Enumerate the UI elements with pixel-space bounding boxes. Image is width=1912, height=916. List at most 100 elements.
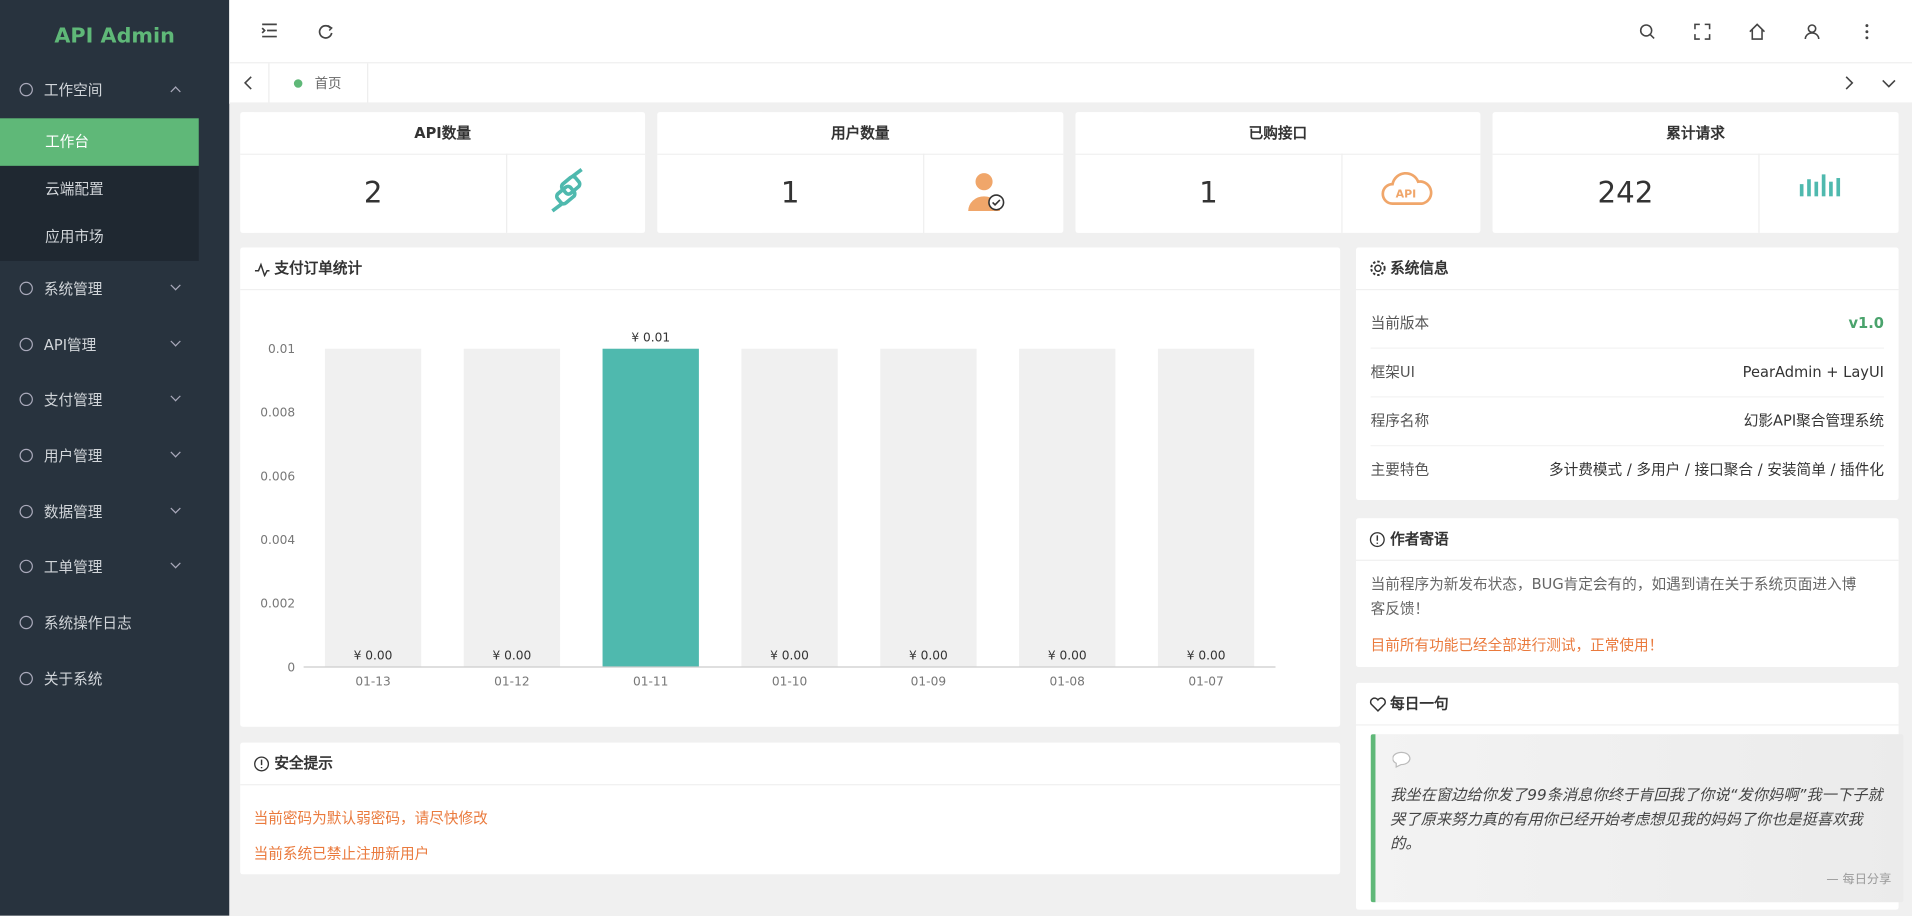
info-key: 框架UI bbox=[1370, 363, 1415, 381]
daily-card: 每日一句 我坐在窗边给你发了99条消息你终于肯回我了你说“发你妈啊”我一下子就哭… bbox=[1355, 682, 1904, 910]
info-value: 幻影API聚合管理系统 bbox=[1743, 412, 1884, 430]
stat-card: API数量 2 bbox=[240, 112, 646, 233]
value-label: ¥ 0.00 bbox=[1187, 649, 1226, 663]
svg-text:API: API bbox=[1396, 188, 1417, 201]
info-key: 主要特色 bbox=[1370, 460, 1430, 479]
tab-bar: 首页 bbox=[229, 63, 1912, 104]
x-tick-label: 01-08 bbox=[1050, 674, 1085, 688]
menu-label: 工作空间 bbox=[43, 81, 103, 99]
tab-next[interactable] bbox=[1841, 76, 1856, 91]
quote-box: 我坐在窗边给你发了99条消息你终于肯回我了你说“发你妈啊”我一下子就哭了原来努力… bbox=[1370, 734, 1904, 903]
menu-item[interactable]: 系统操作日志 bbox=[0, 596, 229, 650]
author-text: 当前程序为新发布状态，BUG肯定会有的，如遇到请在关于系统页面进入博客反馈！ bbox=[1370, 575, 1857, 618]
card-title: 每日一句 bbox=[1390, 695, 1449, 713]
user-button[interactable] bbox=[1803, 23, 1820, 40]
author-card: 作者寄语 当前程序为新发布状态，BUG肯定会有的，如遇到请在关于系统页面进入博客… bbox=[1355, 518, 1899, 668]
info-value: PearAdmin + LayUI bbox=[1742, 363, 1884, 381]
info-icon bbox=[254, 756, 270, 772]
stat-value: 1 bbox=[780, 175, 800, 210]
y-tick-label: 0.01 bbox=[268, 342, 295, 356]
security-card: 安全提示 当前密码为默认弱密码，请尽快修改 当前系统已禁止注册新用户 bbox=[240, 742, 1341, 875]
menu-item[interactable]: API管理 bbox=[0, 318, 229, 372]
submenu: 工作台 云端配置 应用市场 bbox=[0, 118, 199, 261]
chart-card: 支付订单统计 0 0.002 0.004 0.006 0.008 0.01 ¥ 0.00 01… bbox=[240, 247, 1341, 727]
menu-label: 支付管理 bbox=[43, 391, 103, 409]
security-item: 当前系统已禁止注册新用户 bbox=[253, 845, 430, 863]
submenu-item[interactable]: 云端配置 bbox=[0, 166, 199, 214]
menu-item[interactable]: 数据管理 bbox=[0, 485, 229, 539]
bar-background bbox=[324, 348, 422, 668]
value-label: ¥ 0.00 bbox=[1048, 649, 1087, 663]
stat-value: 242 bbox=[1597, 175, 1654, 210]
quote-text: 我坐在窗边给你发了99条消息你终于肯回我了你说“发你妈啊”我一下子就哭了原来努力… bbox=[1390, 785, 1883, 853]
y-tick-label: 0.006 bbox=[260, 469, 295, 483]
stat-title: 累计请求 bbox=[1492, 112, 1899, 155]
top-bar bbox=[229, 0, 1912, 64]
chart-title: 支付订单统计 bbox=[240, 248, 1341, 291]
menu-item[interactable]: 用户管理 bbox=[0, 429, 229, 483]
bar-background bbox=[463, 348, 561, 668]
refresh-button[interactable] bbox=[317, 23, 334, 40]
logo: API Admin bbox=[54, 24, 175, 49]
more-button[interactable] bbox=[1858, 23, 1875, 40]
bar-background bbox=[880, 348, 977, 668]
value-label: ¥ 0.00 bbox=[770, 649, 809, 663]
x-tick-label: 01-07 bbox=[1188, 674, 1223, 688]
card-title: 安全提示 bbox=[274, 754, 333, 772]
menu-item[interactable]: 工作空间 bbox=[0, 63, 229, 117]
x-tick-label: 01-09 bbox=[911, 674, 946, 688]
menu-label: 数据管理 bbox=[43, 503, 103, 521]
security-item: 当前密码为默认弱密码，请尽快修改 bbox=[253, 809, 488, 827]
info-row: 程序名称 幻影API聚合管理系统 bbox=[1370, 396, 1884, 447]
stat-icon bbox=[1799, 174, 1841, 197]
menu-item[interactable]: 支付管理 bbox=[0, 373, 229, 427]
heart-icon bbox=[1369, 697, 1386, 712]
bar-chart: 0 0.002 0.004 0.006 0.008 0.01 ¥ 0.00 01-13 ¥ 0.… bbox=[260, 330, 1276, 688]
sidebar: API Admin 工作空间 工作台 云端配置 应用市场 系统管理 API管理 … bbox=[0, 0, 230, 916]
menu-item[interactable]: 关于系统 bbox=[0, 652, 229, 706]
tab-dropdown[interactable] bbox=[1882, 76, 1897, 91]
y-tick-label: 0 bbox=[287, 660, 295, 674]
y-tick-label: 0.008 bbox=[260, 406, 295, 420]
card-title: 作者寄语 bbox=[1390, 530, 1449, 548]
tab-prev[interactable] bbox=[241, 76, 256, 91]
menu-toggle[interactable] bbox=[261, 22, 278, 39]
menu-label: 系统管理 bbox=[43, 280, 103, 298]
search-button[interactable] bbox=[1639, 23, 1656, 40]
home-button[interactable] bbox=[1749, 23, 1766, 40]
menu-item[interactable]: 工单管理 bbox=[0, 540, 229, 594]
stat-card: 已购接口 1 API bbox=[1075, 112, 1481, 233]
menu-item[interactable]: 系统管理 bbox=[0, 262, 229, 316]
x-tick-label: 01-13 bbox=[355, 674, 390, 688]
info-value: 多计费模式 / 多用户 / 接口聚合 / 安装简单 / 插件化 bbox=[1549, 460, 1884, 479]
submenu-label: 云端配置 bbox=[45, 180, 104, 198]
system-info-card: 系统信息 当前版本 v1.0 框架UI PearAdmin + LayUI 程序名称… bbox=[1355, 247, 1899, 500]
bar-background bbox=[741, 348, 838, 668]
fullscreen-button[interactable] bbox=[1694, 23, 1711, 40]
x-tick-label: 01-11 bbox=[633, 674, 668, 688]
menu-label: 关于系统 bbox=[43, 670, 103, 688]
value-label: ¥ 0.00 bbox=[909, 649, 948, 663]
info-row: 框架UI PearAdmin + LayUI bbox=[1370, 348, 1884, 398]
info-row: 当前版本 v1.0 bbox=[1370, 299, 1884, 349]
stat-value: 1 bbox=[1199, 175, 1218, 210]
info-row: 主要特色 多计费模式 / 多用户 / 接口聚合 / 安装简单 / 插件化 bbox=[1371, 445, 1884, 494]
submenu-item[interactable]: 应用市场 bbox=[0, 213, 199, 261]
tab[interactable]: 首页 bbox=[268, 63, 369, 103]
bar bbox=[602, 348, 699, 668]
stat-title: API数量 bbox=[240, 112, 646, 155]
value-label: ¥ 0.00 bbox=[493, 649, 532, 663]
menu-label: 用户管理 bbox=[43, 447, 103, 465]
bar-background bbox=[1019, 348, 1116, 668]
stat-card: 累计请求 242 bbox=[1492, 112, 1899, 233]
stat-value: 2 bbox=[363, 175, 383, 210]
submenu-item[interactable]: 工作台 bbox=[0, 118, 199, 166]
quote-source: — 每日分享 bbox=[1826, 873, 1892, 887]
y-tick-label: 0.002 bbox=[260, 597, 295, 611]
menu-label: 工单管理 bbox=[43, 558, 103, 576]
y-tick-label: 0.004 bbox=[260, 533, 295, 547]
chart-title-text: 支付订单统计 bbox=[274, 259, 363, 277]
info-value: v1.0 bbox=[1848, 314, 1884, 332]
value-label: ¥ 0.00 bbox=[354, 649, 393, 663]
